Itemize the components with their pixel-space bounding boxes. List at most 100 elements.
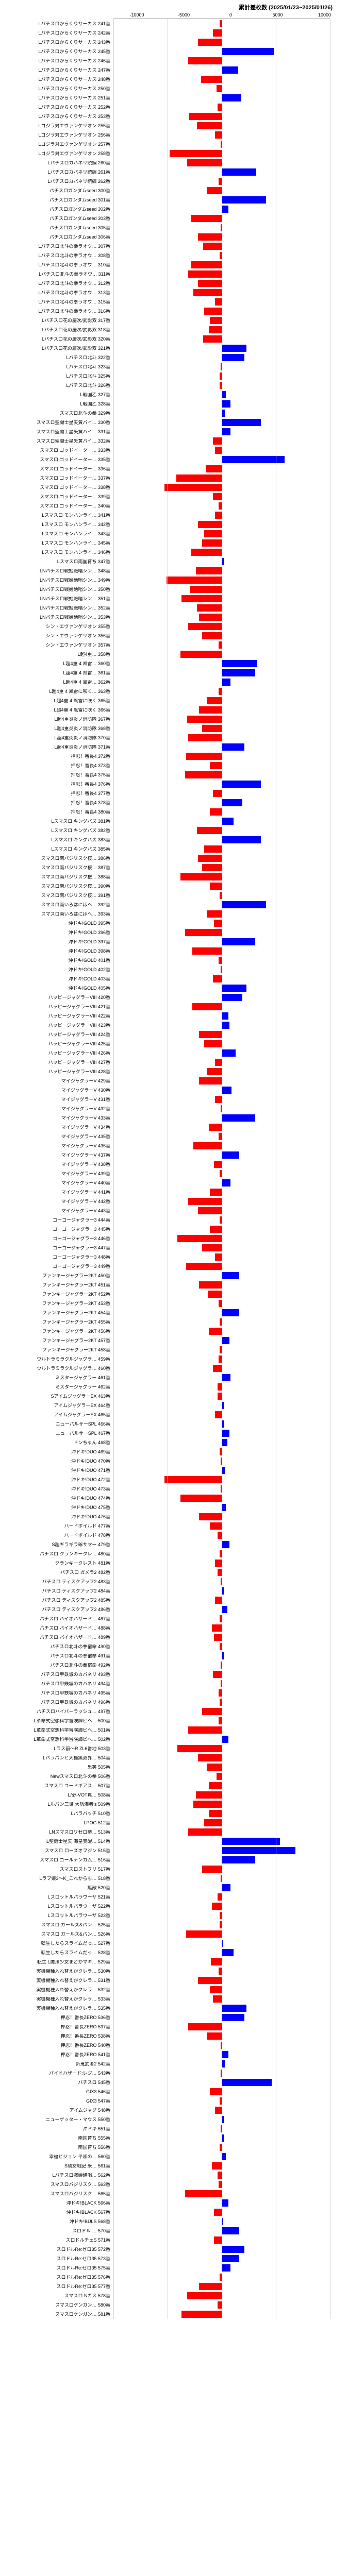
row-label: スマスロ ゴッドイーター… 335番 [0,457,111,462]
bar [192,1003,222,1010]
row-label: マイジャグラーV 429番 [0,1079,111,1083]
row-label: L超4重… 358番 [0,652,111,657]
row-label: Lパチスロからくりサーカス 242番 [0,31,111,36]
row-label: マイジャグラーV 430番 [0,1088,111,1093]
bar [207,2032,222,2040]
row-label: パチスロ ディスクアップ2 483番 [0,1580,111,1584]
row-label: ニューパルサーSPL 467番 [0,1431,111,1436]
row-label: Lパチスロ花の慶次/武影双 321番 [0,346,111,351]
bar [189,113,222,120]
row-label: パチスロ ガメラ2 482番 [0,1570,111,1575]
row-label: 押忍！番長4 375番 [0,773,111,777]
row-label: スマスロ ゴッドイーター… 337番 [0,476,111,481]
bar [214,1161,222,1168]
bar [222,985,246,992]
bar [222,938,255,945]
row-label: 黒笑 505番 [0,1765,111,1770]
bar [197,122,222,129]
bar [197,604,222,612]
bar [207,697,222,704]
row-label: Lパチスロ北斗の拳ラオウ… 312番 [0,281,111,286]
x-tick-label: -10000 [113,12,160,18]
bar [214,920,222,927]
row-label: スロドルRe:ゼロ35 575番 [0,2266,111,2270]
row-label: パチスロ甲鉄城のカバネリ 495番 [0,1691,111,1696]
bar [222,1736,228,1743]
row-label: マイジャグラーV 433番 [0,1116,111,1121]
bar [212,1624,222,1632]
row-label: 押忍！番長ZERO 536番 [0,2015,111,2020]
bar [202,864,222,871]
bar [199,706,222,714]
row-label: スマスロ南バジリスク桜… 390番 [0,884,111,889]
row-label: L超4重 4 風雷に咲く… 363番 [0,689,111,694]
row-label: スロドル … 570番 [0,2229,111,2233]
row-label: パチスロ ディスクアップ2 486番 [0,1607,111,1612]
row-label: Lパチスロ花の慶次/武影双 320番 [0,337,111,342]
row-label: L超4重 4 風雷… 361番 [0,671,111,675]
bar [222,345,246,352]
bar [218,1532,222,1539]
bar [193,1801,222,1808]
bar [176,474,222,482]
row-label: マイジャグラーV 440番 [0,1181,111,1185]
row-label: Lゴジラ対エヴァンゲリオン 258番 [0,151,111,156]
bar [167,577,222,584]
row-label: パチスロハイパーラッシュ… 497番 [0,1709,111,1714]
row-label: Lゴジラ対エヴァンゲリオン 255番 [0,124,111,128]
bar [215,1059,222,1066]
bar [218,1569,222,1576]
row-label: スマスロ ゴッドイーター… 338番 [0,485,111,490]
row-label: マイジャグラーV 432番 [0,1107,111,1111]
row-label: パチスロ ディスクアップ2 485番 [0,1598,111,1603]
bar [188,734,222,741]
row-label: ハッピージャグラーVIII 423番 [0,1023,111,1028]
row-label: 押忍！番長4 372番 [0,754,111,759]
row-label: Lスマスロ モンハンライ… 346番 [0,550,111,555]
row-label: Lパチスロからくりサーカス 248番 [0,77,111,82]
row-label: Lスマスロ南国育ち 347番 [0,560,111,564]
bar [196,567,222,574]
row-label: ミスタージャグラー 461番 [0,1376,111,1380]
bar [213,1365,222,1372]
chart-container: 累計差枚数 (2025/01/23~2025/01/26) -10000-500… [0,0,348,2319]
row-label: ファンキージャグラー2KT 451番 [0,1283,111,1287]
row-label: Lパチスロ北斗の拳ラオウ… 315番 [0,300,111,304]
bar [222,836,261,843]
bar [218,2172,222,2179]
row-label: マイジャグラーV 439番 [0,1172,111,1176]
bar [222,168,256,176]
row-label: Lスマスロ モンハンライ… 343番 [0,532,111,536]
row-label: ファンキージャグラー2KT 456番 [0,1329,111,1334]
row-label: 沖ドキ!BULS 568番 [0,2219,111,2224]
row-label: LNパチスロ戦姫絶唱シン… 349番 [0,578,111,583]
bar [207,1764,222,1771]
bar [215,131,222,139]
bar [190,586,222,593]
row-label: マイジャグラーV 436番 [0,1144,111,1148]
bar [222,1087,231,1094]
row-label: Newスマスロ北斗の拳 506番 [0,1774,111,1779]
bar [203,243,222,250]
bar [222,400,230,408]
row-label: ハッピージャグラーVIII 420番 [0,995,111,1000]
row-label: ゴーゴージャグラー3 445番 [0,1227,111,1232]
row-label: 押忍！番長4 373番 [0,764,111,768]
row-label: Lラブ嬢3～K_これからも… 518番 [0,1876,111,1881]
bar [192,947,222,955]
bar [188,57,222,64]
bar [204,308,222,315]
bar [215,447,222,454]
row-label: ハッピージャグラーVIII 425番 [0,1042,111,1046]
bar [210,317,222,324]
row-label: マイジャグラーV 443番 [0,1209,111,1213]
row-label: バイオハザード:レジ… 543番 [0,2071,111,2076]
row-label: 沖ドキ 551番 [0,2127,111,2131]
row-label: Lパチスロ北斗の拳ラオウ… 313番 [0,291,111,295]
row-label: ハッピージャグラーVIII 426番 [0,1051,111,1056]
row-label: Lゴジラ対エヴァンゲリオン 256番 [0,133,111,138]
row-label: L超4重炎炎ノ消防隊 370番 [0,736,111,740]
bar [222,1179,230,1187]
row-label: パチスロ甲鉄城のカバネリ 493番 [0,1672,111,1677]
x-tick-label: 5000 [254,12,301,18]
